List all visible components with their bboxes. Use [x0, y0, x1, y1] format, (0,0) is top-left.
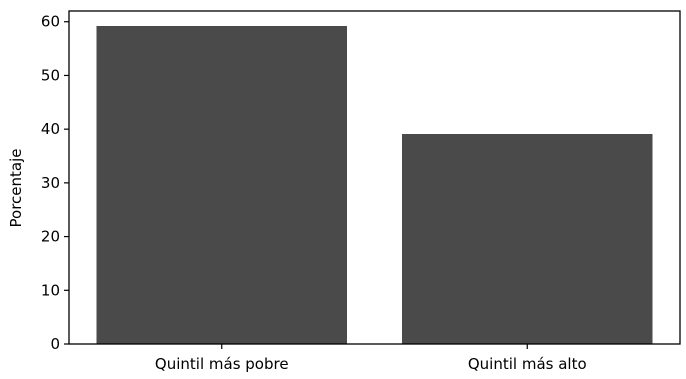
y-tick-label-6: 60	[41, 13, 60, 31]
y-axis-ticks: 0 10 20 30 40 50 60	[41, 13, 69, 353]
bar-1	[402, 134, 653, 344]
bars-group	[96, 26, 653, 344]
x-tick-label-0: Quintil más pobre	[155, 355, 289, 373]
y-tick-label-0: 0	[50, 335, 60, 353]
y-tick-label-3: 30	[41, 174, 60, 192]
y-tick-label-2: 20	[41, 228, 60, 246]
y-tick-label-1: 10	[41, 281, 60, 299]
x-tick-label-1: Quintil más alto	[468, 355, 587, 373]
plot-frame	[68, 10, 681, 345]
y-tick-label-5: 50	[41, 66, 60, 84]
y-axis-label: Porcentaje	[7, 149, 25, 228]
bar-0	[96, 26, 347, 344]
y-tick-label-4: 40	[41, 120, 60, 138]
x-axis-ticks: Quintil más pobre Quintil más alto	[155, 344, 587, 373]
